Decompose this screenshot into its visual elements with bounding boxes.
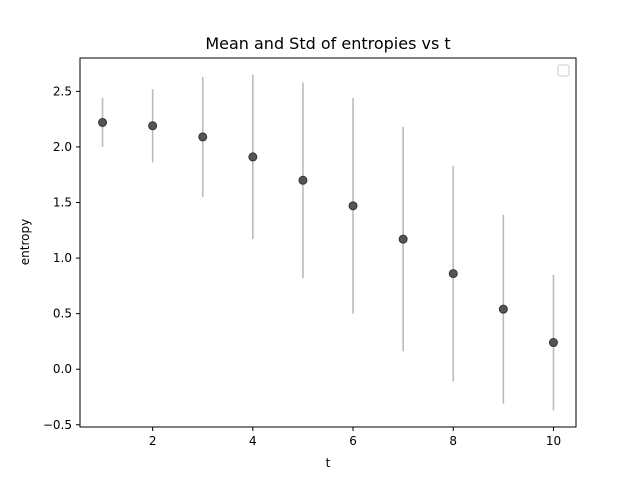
data-point (198, 132, 208, 142)
plot-area (98, 74, 558, 411)
y-tick-label: 0.0 (53, 362, 72, 376)
y-tick-label: 2.0 (53, 140, 72, 154)
data-point (248, 152, 258, 162)
data-point (548, 338, 558, 348)
x-axis: 2 4 6 8 10 (149, 427, 561, 448)
chart-title: Mean and Std of entropies vs t (205, 34, 450, 53)
data-point (148, 121, 158, 131)
y-axis: −0.5 0.0 0.5 1.0 1.5 2.0 2.5 (43, 84, 80, 432)
x-tick-label: 8 (449, 434, 457, 448)
legend-box (557, 64, 570, 77)
data-point (348, 201, 358, 211)
data-point (498, 304, 508, 314)
x-axis-label: t (326, 456, 331, 470)
data-point (298, 175, 308, 185)
x-tick-label: 2 (149, 434, 157, 448)
y-tick-label: 1.5 (53, 195, 72, 209)
data-point (398, 234, 408, 244)
data-point (448, 269, 458, 279)
x-tick-label: 4 (249, 434, 257, 448)
y-tick-label: −0.5 (43, 418, 72, 432)
x-tick-label: 10 (546, 434, 561, 448)
y-tick-label: 2.5 (53, 84, 72, 98)
y-tick-label: 0.5 (53, 307, 72, 321)
x-tick-label: 6 (349, 434, 357, 448)
axes-frame (79, 57, 577, 428)
data-point (98, 117, 108, 127)
y-tick-label: 1.0 (53, 251, 72, 265)
y-axis-label: entropy (18, 219, 32, 265)
